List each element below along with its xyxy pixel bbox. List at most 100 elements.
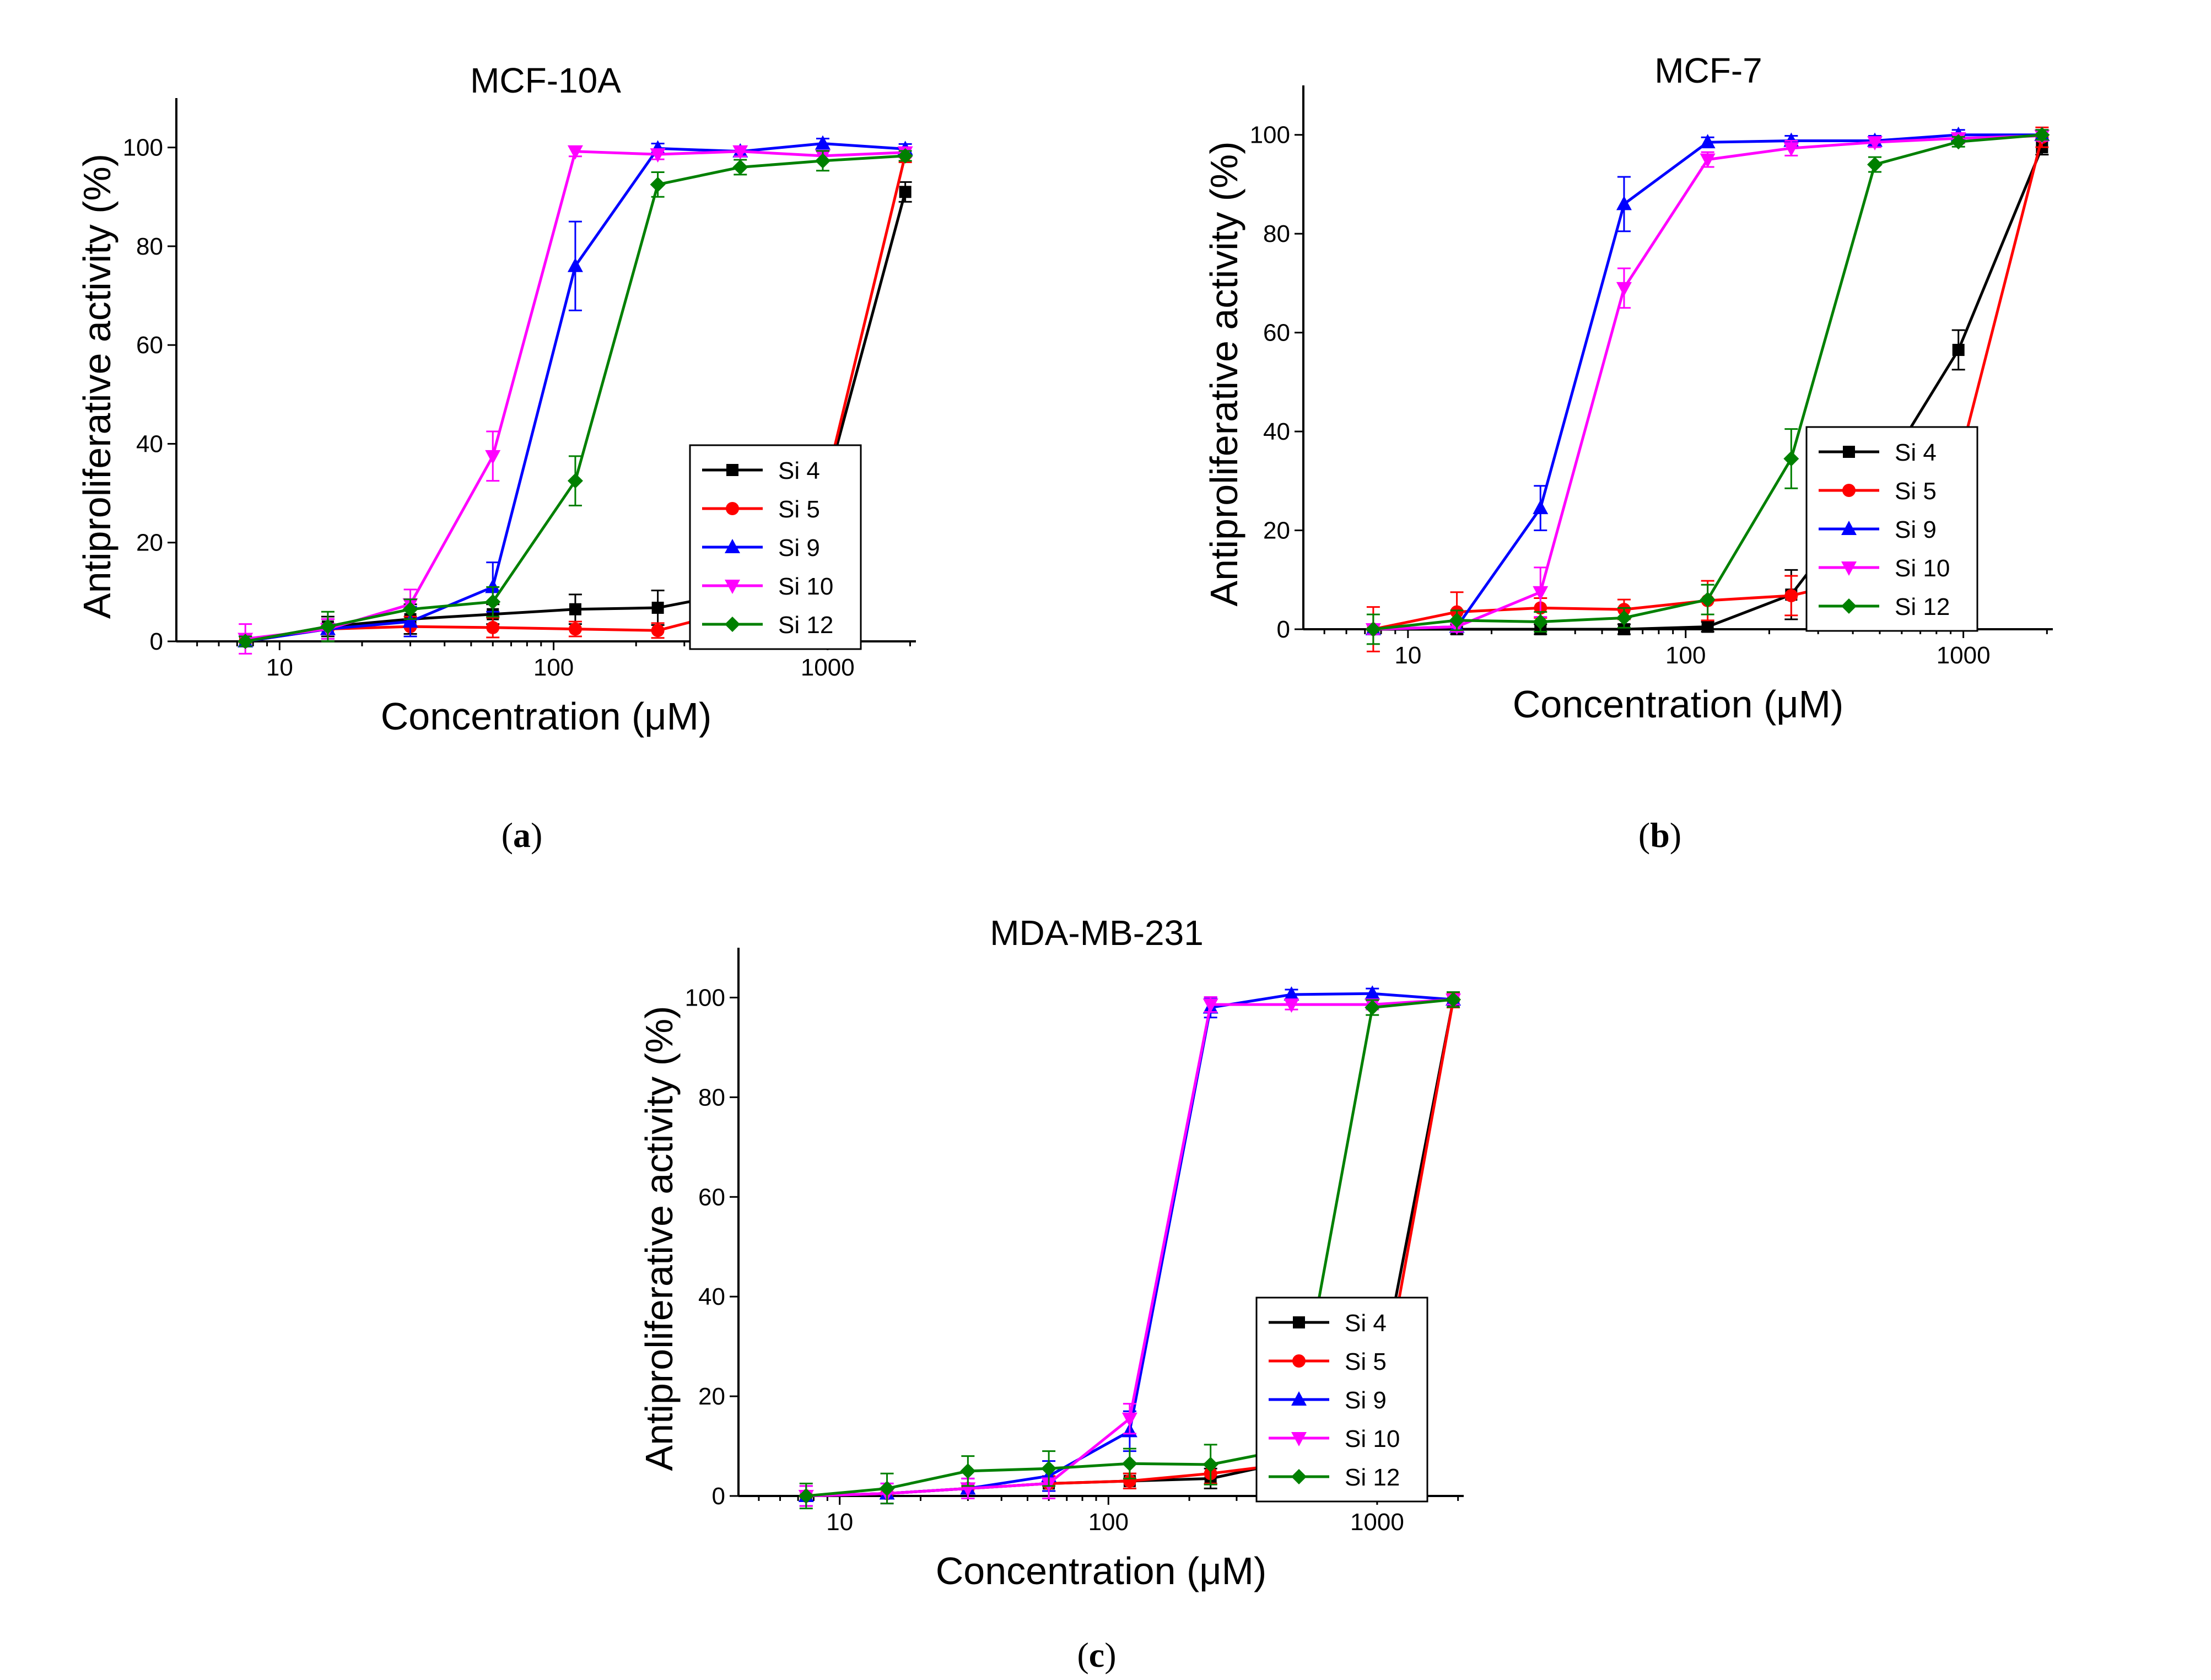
data-point (899, 186, 912, 198)
data-point (798, 1488, 814, 1504)
data-point (1202, 1457, 1218, 1473)
y-tick-label: 100 (1250, 122, 1290, 149)
data-point (1533, 586, 1549, 601)
y-axis-label: Antiproliferative activity (%) (638, 1006, 681, 1471)
y-tick-label: 60 (1263, 320, 1290, 347)
chart-title: MDA-MB-231 (990, 913, 1204, 953)
legend-marker (1292, 1354, 1306, 1368)
legend-marker (726, 464, 738, 476)
y-tick-label: 60 (698, 1184, 725, 1211)
data-point (1533, 614, 1549, 630)
y-axis-label: Antiproliferative activity (%) (76, 154, 118, 619)
caption-paren-open: ( (1638, 815, 1650, 855)
legend: Si 4 Si 5 Si 9 Si 10 Si 12 (689, 444, 862, 650)
data-point (815, 135, 831, 150)
data-point (569, 603, 581, 615)
data-point (485, 579, 501, 593)
caption-paren-close: ) (1104, 1635, 1116, 1674)
legend-marker (1841, 598, 1857, 614)
data-point (732, 145, 748, 160)
legend-marker (1843, 446, 1855, 458)
data-point (1365, 622, 1381, 637)
caption-paren-close: ) (531, 815, 542, 855)
legend: Si 4 Si 5 Si 9 Si 10 Si 12 (1805, 426, 1978, 632)
data-point (567, 145, 583, 160)
caption-paren-close: ) (1670, 815, 1681, 855)
data-point (1284, 998, 1299, 1013)
data-point (1701, 620, 1714, 633)
caption-paren-open: ( (1077, 1635, 1088, 1674)
legend-marker (725, 580, 740, 594)
legend-marker (1291, 1391, 1307, 1406)
legend-label: Si 10 (1895, 555, 1950, 582)
y-tick-label: 0 (1277, 616, 1290, 643)
data-point (402, 601, 418, 617)
y-tick-label: 80 (1263, 220, 1290, 247)
data-point (1700, 134, 1716, 149)
legend-marker (1841, 521, 1857, 535)
x-tick-label: 1000 (1350, 1509, 1404, 1536)
legend-label: Si 5 (1345, 1348, 1387, 1375)
legend-marker (1842, 484, 1856, 497)
y-tick-label: 40 (1263, 418, 1290, 445)
data-point (650, 176, 666, 192)
data-point (815, 153, 831, 169)
data-point (1121, 1412, 1137, 1427)
data-point (1784, 588, 1798, 602)
chart-panel-b: 0 20 40 60 80 100 10 100 1000 MCF-7 Concentration … (1202, 51, 2053, 855)
caption-paren-open: ( (501, 815, 513, 855)
legend-label: Si 5 (1895, 478, 1937, 505)
y-tick-label: 0 (712, 1483, 725, 1510)
data-point (320, 619, 336, 635)
x-axis-label: Concentration (μM) (936, 1549, 1267, 1592)
caption-letter: a (513, 815, 531, 855)
legend-label: Si 12 (778, 612, 833, 639)
data-point (651, 602, 664, 614)
x-axis-label: Concentration (μM) (381, 695, 712, 738)
data-point (1783, 451, 1799, 467)
data-point (897, 148, 913, 164)
legend-label: Si 12 (1345, 1464, 1400, 1491)
legend-label: Si 4 (1345, 1310, 1387, 1337)
data-point (1616, 610, 1632, 626)
data-point (1365, 985, 1380, 1000)
data-point (1700, 592, 1716, 608)
y-tick-label: 40 (698, 1283, 725, 1310)
y-tick-label: 20 (1263, 517, 1290, 544)
x-tick-label: 10 (826, 1509, 853, 1536)
panel-caption: (b) (1638, 815, 1681, 855)
y-tick-label: 80 (136, 233, 163, 260)
data-point (1867, 136, 1883, 151)
legend-label: Si 9 (778, 534, 820, 561)
data-point (1533, 500, 1549, 515)
legend-marker (725, 617, 740, 632)
data-point (485, 450, 501, 464)
data-point (1041, 1461, 1057, 1477)
data-point (1616, 196, 1632, 210)
x-tick-label: 100 (1088, 1509, 1129, 1536)
data-point (732, 159, 748, 175)
data-point (1121, 1456, 1137, 1472)
data-point (960, 1463, 976, 1479)
legend: Si 4 Si 5 Si 9 Si 10 Si 12 (1255, 1297, 1428, 1503)
data-point (1783, 142, 1799, 156)
legend-label: Si 5 (778, 496, 820, 523)
data-point (1446, 992, 1462, 1008)
legend-label: Si 12 (1895, 593, 1950, 620)
legend-label: Si 9 (1895, 516, 1937, 543)
panel-caption: (a) (501, 815, 543, 855)
chart-title: MCF-10A (470, 61, 621, 100)
legend-label: Si 10 (1345, 1425, 1400, 1452)
caption-letter: b (1650, 815, 1670, 855)
x-tick-label: 10 (1394, 642, 1421, 669)
x-tick-label: 1000 (1937, 642, 1991, 669)
legend-marker (1293, 1316, 1305, 1328)
x-tick-label: 100 (1665, 642, 1706, 669)
data-point (1867, 156, 1883, 172)
chart-panel-c: 0 20 40 60 80 100 10 100 1000 MDA-MB-231 Concentra… (638, 913, 1464, 1674)
legend-marker (725, 539, 740, 553)
data-point (238, 634, 254, 649)
data-point (879, 1481, 895, 1497)
data-point (1284, 986, 1299, 1001)
